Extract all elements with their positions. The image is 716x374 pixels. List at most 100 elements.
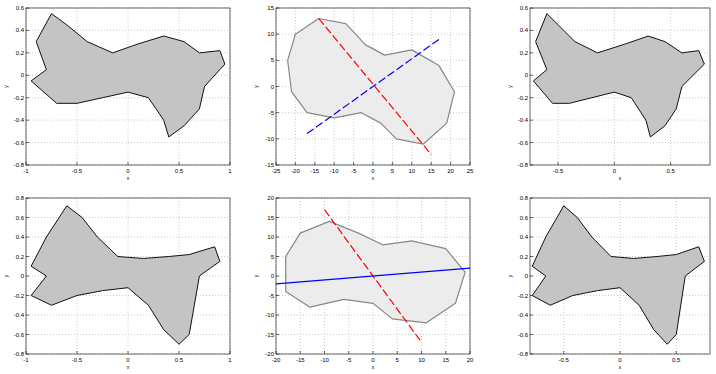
tick (676, 351, 677, 354)
tick-label: -20 (291, 168, 300, 174)
tick (276, 217, 279, 218)
data-area (276, 210, 470, 343)
tick (324, 351, 325, 354)
mesh-outline (533, 14, 704, 137)
tick-label: -0.8 (14, 162, 25, 168)
tick-label: 0.8 (520, 195, 529, 201)
tick-label: -20 (265, 351, 274, 357)
tick (295, 162, 296, 165)
tick (26, 52, 29, 53)
tick-label: 0.4 (16, 27, 25, 33)
plot-background (276, 8, 470, 165)
tick-label: 15 (442, 357, 449, 363)
tick-label: -15 (310, 168, 319, 174)
tick (300, 351, 301, 354)
tick (348, 351, 349, 354)
tick (431, 162, 432, 165)
tick-label: -0.6 (14, 140, 25, 146)
tick (397, 351, 398, 354)
plot-background (530, 8, 710, 165)
tick (276, 86, 279, 87)
data-area (31, 14, 225, 137)
axis-label: x (372, 175, 375, 181)
data-area (288, 18, 455, 154)
mesh-outline (286, 221, 465, 322)
tick-label: 20 (467, 357, 474, 363)
tick-label: 0.8 (16, 195, 25, 201)
plot-background (26, 8, 230, 165)
axis-label: x (127, 364, 130, 370)
tick-label: 0 (613, 168, 617, 174)
tick-label: 1 (228, 357, 232, 363)
plot-frame (276, 198, 470, 354)
tick (276, 34, 279, 35)
tick-label: 0 (271, 84, 275, 90)
tick (276, 256, 279, 257)
tick-label: 0 (525, 72, 529, 78)
grid-line (276, 315, 470, 316)
grid-line (26, 315, 230, 316)
tick-label: 25 (467, 168, 474, 174)
tick-label: 10 (408, 168, 415, 174)
axis-line (307, 39, 439, 133)
tick (558, 162, 559, 165)
tick-label: 20 (267, 195, 274, 201)
tick-label: 10 (267, 234, 274, 240)
tick (276, 276, 279, 277)
tick (620, 351, 621, 354)
axis-label: x (619, 175, 622, 181)
tick-label: 20 (447, 168, 454, 174)
tick (530, 276, 533, 277)
tick (276, 237, 279, 238)
tick (179, 162, 180, 165)
tick-label: -0.6 (518, 332, 529, 338)
tick (26, 276, 29, 277)
axis-label: y (507, 274, 513, 277)
grid-line (276, 334, 470, 335)
tick-label: 0.4 (16, 234, 25, 240)
tick (26, 97, 29, 98)
tick (530, 334, 533, 335)
plot-frame (530, 8, 710, 165)
tick (530, 97, 533, 98)
tick (530, 256, 533, 257)
axis-line (319, 18, 432, 154)
tick (530, 30, 533, 31)
tick (26, 75, 29, 76)
tick-label: -0.5 (559, 357, 570, 363)
grid-line (530, 334, 710, 335)
tick-label: -0.8 (518, 162, 529, 168)
plot-background (530, 198, 710, 354)
tick-label: 0.2 (16, 50, 25, 56)
tick-label: 0 (126, 357, 130, 363)
tick-label: 10 (418, 357, 425, 363)
panel: -1-0.500.51-0.8-0.6-0.4-0.200.20.40.60.8… (3, 195, 232, 370)
tick (276, 334, 279, 335)
plot-background (26, 198, 230, 354)
tick-label: 0 (618, 357, 622, 363)
mesh-outline (532, 206, 704, 344)
data-area (31, 206, 220, 344)
axis-label: x (619, 364, 622, 370)
tick-label: 0 (371, 168, 375, 174)
grid-line (530, 315, 710, 316)
grid-line (530, 142, 710, 143)
tick-label: -0.6 (518, 140, 529, 146)
tick (353, 162, 354, 165)
plot-frame (530, 198, 710, 354)
figure: -1-0.500.51-0.8-0.6-0.4-0.200.20.40.6xy-… (0, 0, 716, 374)
tick-label: 0.5 (175, 357, 184, 363)
tick (392, 162, 393, 165)
tick (411, 162, 412, 165)
mesh-outline (31, 14, 225, 137)
axis-label: y (507, 85, 513, 88)
tick (373, 162, 374, 165)
tick (314, 162, 315, 165)
data-area (532, 206, 704, 344)
tick (530, 120, 533, 121)
tick (563, 351, 564, 354)
tick-label: 1 (228, 168, 232, 174)
tick-label: 15 (428, 168, 435, 174)
tick-label: 0.2 (520, 254, 529, 260)
tick-label: 5 (396, 357, 400, 363)
